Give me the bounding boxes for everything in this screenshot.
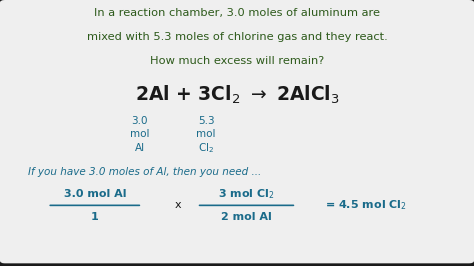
Text: = 4.5 mol Cl$_2$: = 4.5 mol Cl$_2$ <box>325 198 407 212</box>
Text: 2 mol Al: 2 mol Al <box>221 212 272 222</box>
Text: x: x <box>174 200 181 210</box>
Text: If you have 3.0 moles of Al, then you need ...: If you have 3.0 moles of Al, then you ne… <box>28 167 262 177</box>
Text: Cl$_2$: Cl$_2$ <box>198 141 214 155</box>
Text: 2Al + 3Cl$_2$ $\rightarrow$ 2AlCl$_3$: 2Al + 3Cl$_2$ $\rightarrow$ 2AlCl$_3$ <box>135 83 339 106</box>
Text: Al: Al <box>135 143 145 153</box>
Text: mixed with 5.3 moles of chlorine gas and they react.: mixed with 5.3 moles of chlorine gas and… <box>87 32 387 42</box>
Text: In a reaction chamber, 3.0 moles of aluminum are: In a reaction chamber, 3.0 moles of alum… <box>94 8 380 18</box>
Text: 3.0: 3.0 <box>132 116 148 126</box>
Text: 3.0 mol Al: 3.0 mol Al <box>64 189 126 199</box>
Text: How much excess will remain?: How much excess will remain? <box>150 56 324 66</box>
Text: mol: mol <box>130 129 150 139</box>
Text: 5.3: 5.3 <box>198 116 215 126</box>
Text: 3 mol Cl$_2$: 3 mol Cl$_2$ <box>218 187 275 201</box>
Text: mol: mol <box>196 129 216 139</box>
Text: 1: 1 <box>91 212 99 222</box>
